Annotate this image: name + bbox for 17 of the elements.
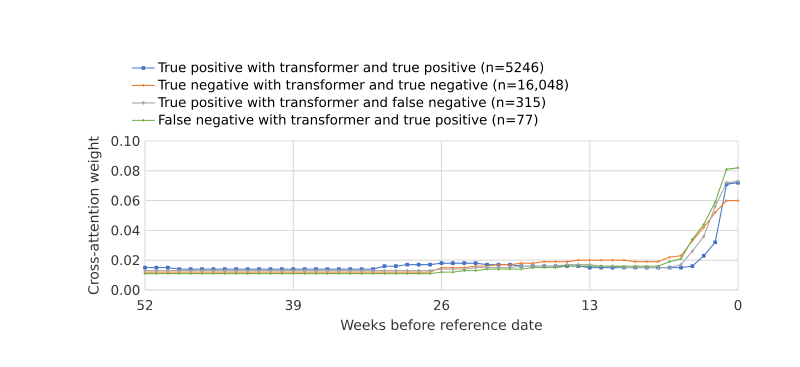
legend-label: True negative with transformer and true negative (n=16,048): [158, 79, 568, 92]
x-tick-label: 13: [582, 300, 598, 310]
y-tick-label: 0.06: [111, 196, 140, 206]
legend-label: True positive with transformer and false negative (n=315): [158, 96, 546, 110]
y-tick-label: 0.08: [111, 166, 140, 176]
y-tick-label: 0.02: [111, 255, 139, 266]
x-tick-label: 52: [138, 300, 152, 310]
y-tick-label: 0.00: [111, 284, 140, 296]
y-axis-title: Cross-attention weight: [88, 136, 102, 294]
legend-label: False negative with transformer and true positive (n=77): [159, 114, 538, 128]
legend-label: True positive with transformer and true positive (n=5246): [158, 62, 544, 75]
y-tick-label: 0.04: [111, 225, 140, 236]
x-axis-title: Weeks before reference date: [340, 319, 542, 330]
x-tick-label: 26: [434, 300, 450, 310]
y-tick-label: 0.10: [111, 136, 140, 146]
x-tick-label: 0: [734, 300, 742, 310]
x-tick-label: 39: [286, 300, 301, 310]
